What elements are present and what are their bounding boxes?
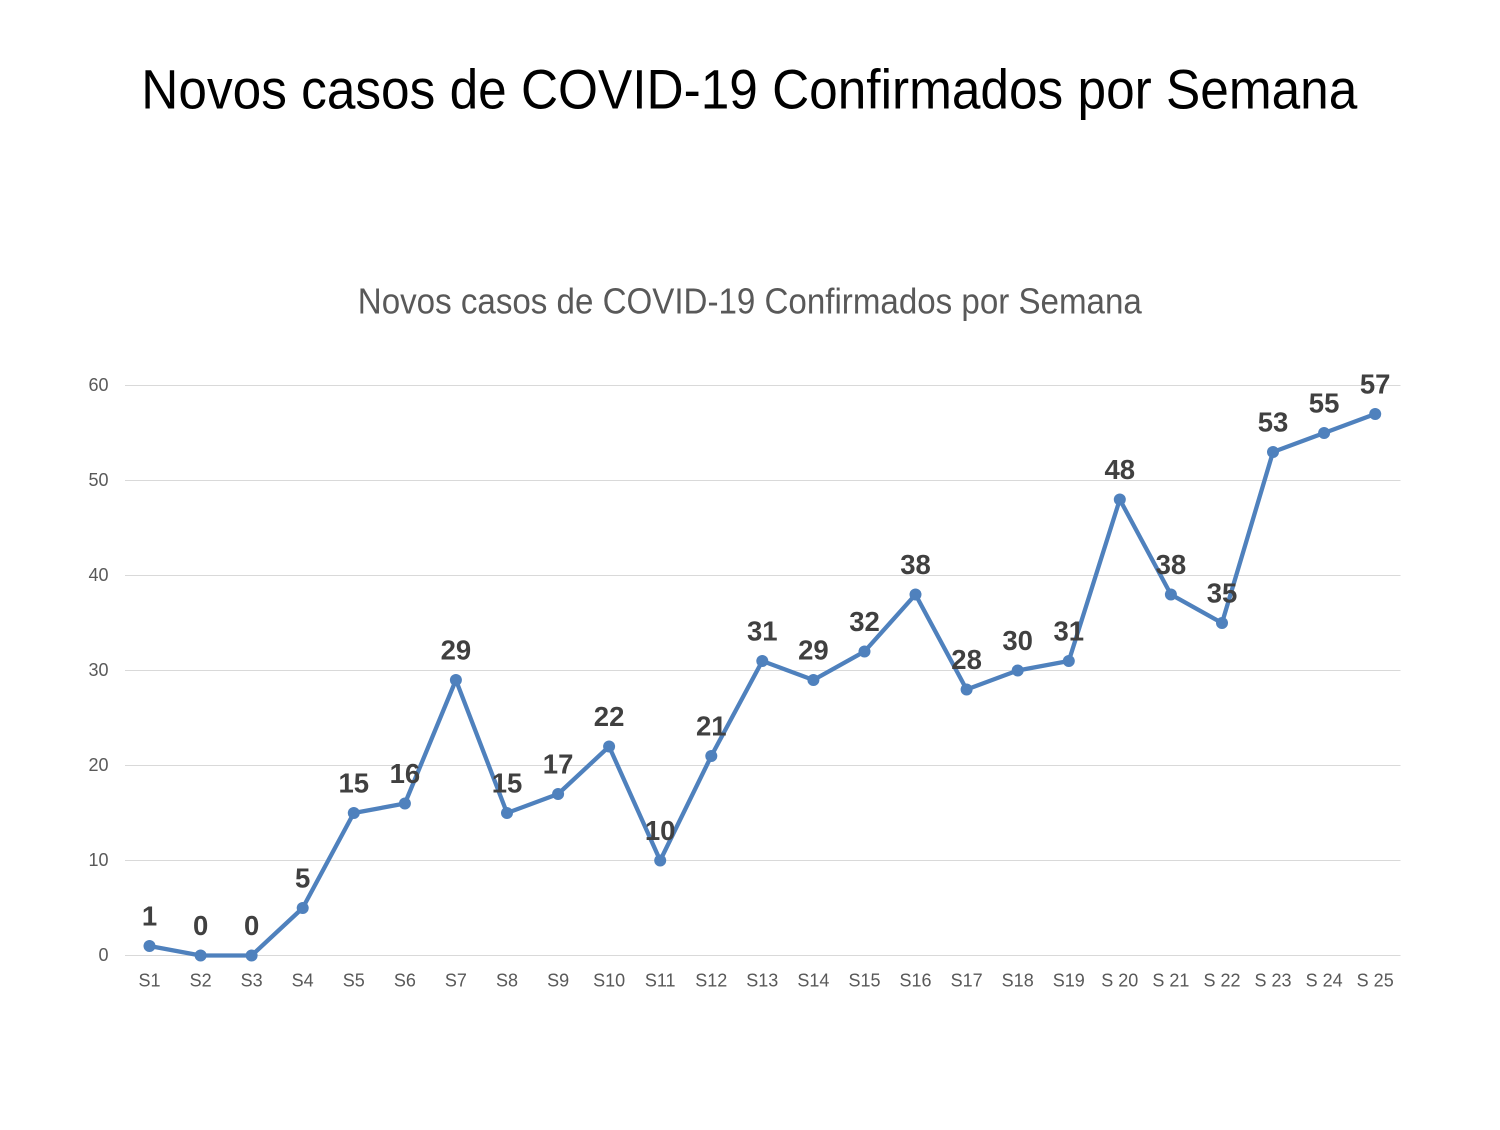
svg-text:38: 38: [1156, 549, 1187, 580]
svg-text:40: 40: [88, 565, 108, 585]
svg-text:S 20: S 20: [1101, 971, 1138, 991]
svg-text:S3: S3: [241, 971, 263, 991]
svg-text:0: 0: [244, 910, 259, 941]
svg-text:S 22: S 22: [1203, 971, 1240, 991]
svg-text:15: 15: [339, 768, 370, 799]
svg-text:S4: S4: [292, 971, 314, 991]
svg-text:S8: S8: [496, 971, 518, 991]
svg-text:60: 60: [88, 375, 108, 395]
svg-text:53: 53: [1258, 407, 1289, 438]
svg-text:48: 48: [1105, 454, 1136, 485]
svg-text:S19: S19: [1053, 971, 1085, 991]
svg-text:S 24: S 24: [1306, 971, 1343, 991]
svg-text:16: 16: [390, 758, 421, 789]
svg-text:0: 0: [193, 910, 208, 941]
svg-text:S 23: S 23: [1254, 971, 1291, 991]
svg-text:S6: S6: [394, 971, 416, 991]
svg-text:17: 17: [543, 749, 574, 780]
svg-text:S1: S1: [138, 971, 160, 991]
svg-text:S2: S2: [190, 971, 212, 991]
svg-text:31: 31: [1054, 616, 1085, 647]
svg-text:S16: S16: [899, 971, 931, 991]
svg-text:32: 32: [849, 606, 880, 637]
svg-text:31: 31: [747, 616, 778, 647]
svg-text:38: 38: [900, 549, 931, 580]
svg-text:55: 55: [1309, 388, 1340, 419]
svg-text:S14: S14: [797, 971, 829, 991]
svg-text:15: 15: [492, 768, 523, 799]
svg-text:10: 10: [88, 850, 108, 870]
svg-text:22: 22: [594, 701, 625, 732]
svg-text:0: 0: [98, 945, 108, 965]
svg-text:1: 1: [142, 901, 157, 932]
svg-text:S5: S5: [343, 971, 365, 991]
svg-text:30: 30: [88, 660, 108, 680]
svg-text:Novos casos de COVID-19 Confir: Novos casos de COVID-19 Confirmados por …: [141, 58, 1358, 121]
svg-text:S12: S12: [695, 971, 727, 991]
svg-text:30: 30: [1002, 625, 1033, 656]
svg-text:5: 5: [295, 863, 310, 894]
svg-text:S13: S13: [746, 971, 778, 991]
svg-text:29: 29: [798, 635, 829, 666]
svg-text:S15: S15: [848, 971, 880, 991]
svg-text:21: 21: [696, 711, 727, 742]
svg-text:57: 57: [1360, 369, 1391, 400]
svg-text:10: 10: [645, 815, 676, 846]
svg-text:S9: S9: [547, 971, 569, 991]
svg-text:35: 35: [1207, 578, 1238, 609]
svg-text:S17: S17: [951, 971, 983, 991]
svg-text:29: 29: [441, 635, 472, 666]
svg-text:S11: S11: [645, 971, 676, 991]
svg-text:28: 28: [951, 644, 982, 675]
svg-text:S 21: S 21: [1152, 971, 1189, 991]
svg-text:S18: S18: [1002, 971, 1034, 991]
svg-text:Novos casos de COVID-19 Confir: Novos casos de COVID-19 Confirmados por …: [358, 281, 1143, 322]
svg-text:20: 20: [88, 755, 108, 775]
svg-text:50: 50: [88, 470, 108, 490]
svg-text:S 25: S 25: [1357, 971, 1394, 991]
svg-text:S7: S7: [445, 971, 467, 991]
svg-text:S10: S10: [593, 971, 625, 991]
